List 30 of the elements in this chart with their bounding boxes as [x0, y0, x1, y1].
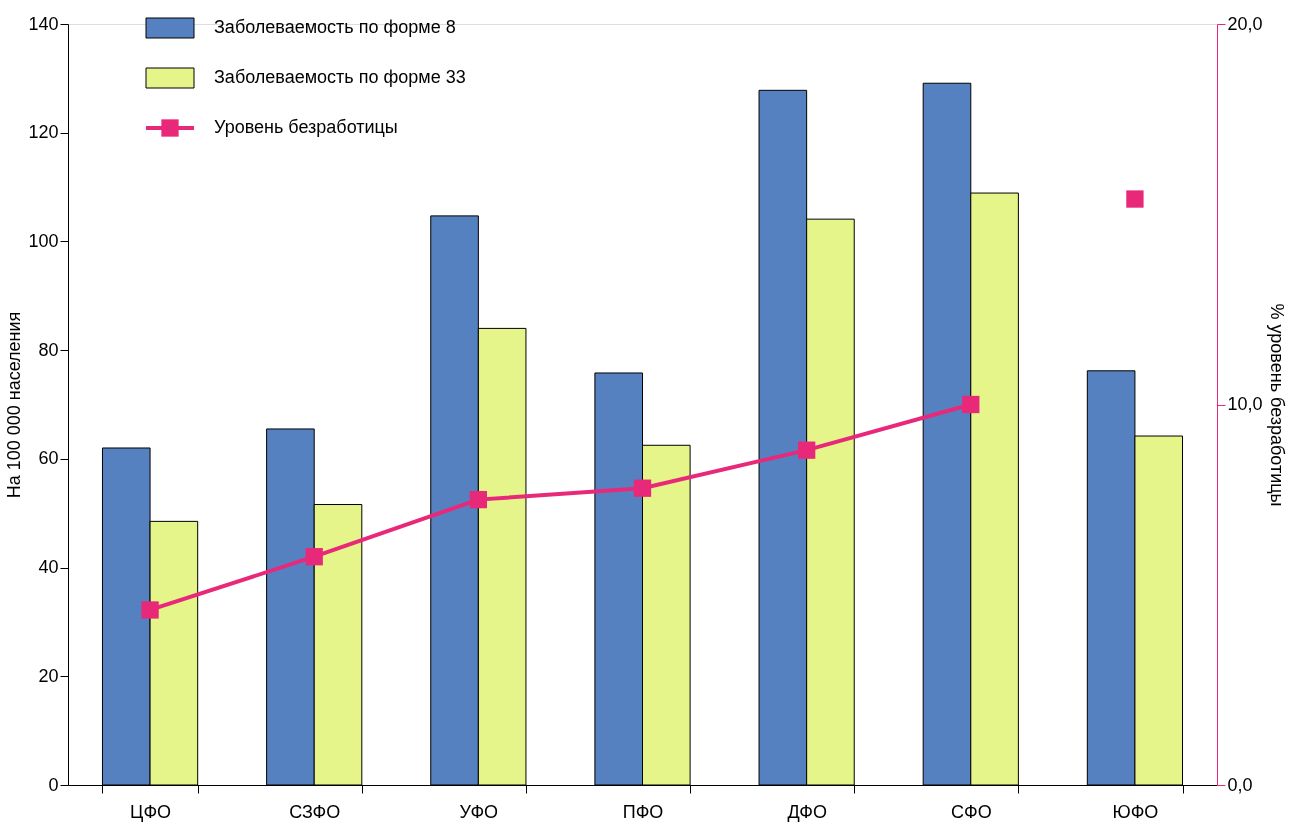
x-tick-label: ЦФО [130, 801, 172, 822]
x-tick-label: ЮФО [1112, 801, 1159, 822]
legend-label: Заболеваемость по форме 33 [214, 67, 466, 87]
y2-tick-label: 10,0 [1227, 394, 1263, 414]
y2-axis-title: % уровень безработицы [1266, 303, 1287, 507]
point [962, 395, 980, 414]
x-tick-label: СФО [950, 801, 992, 822]
y-axis-title: На 100 000 населения [4, 311, 25, 499]
y-tick-label: 140 [28, 13, 59, 34]
legend-label: Заболеваемость по форме 8 [214, 17, 456, 37]
point [797, 441, 816, 459]
x-tick-label: ДФО [787, 801, 827, 822]
y-tick-label: 100 [28, 230, 59, 251]
point [1126, 190, 1144, 208]
y-tick-label: 80 [38, 339, 59, 360]
legend-label: Уровень безработицы [214, 117, 398, 137]
y-tick-label: 20 [38, 665, 59, 686]
point [141, 601, 159, 619]
point [633, 479, 652, 497]
y-tick-label: 40 [38, 557, 59, 578]
y-tick-label: 120 [28, 122, 59, 143]
x-tick-label: УФО [459, 801, 499, 822]
point [469, 490, 488, 509]
x-tick-label: СЗФО [289, 801, 341, 822]
point [305, 548, 323, 566]
y2-tick-label: 20,0 [1227, 13, 1263, 34]
y2-tick-label: 0,0 [1227, 774, 1253, 795]
x-tick-label: ПФО [622, 801, 664, 822]
y-tick-label: 0 [48, 774, 59, 795]
y-tick-label: 60 [38, 448, 59, 469]
